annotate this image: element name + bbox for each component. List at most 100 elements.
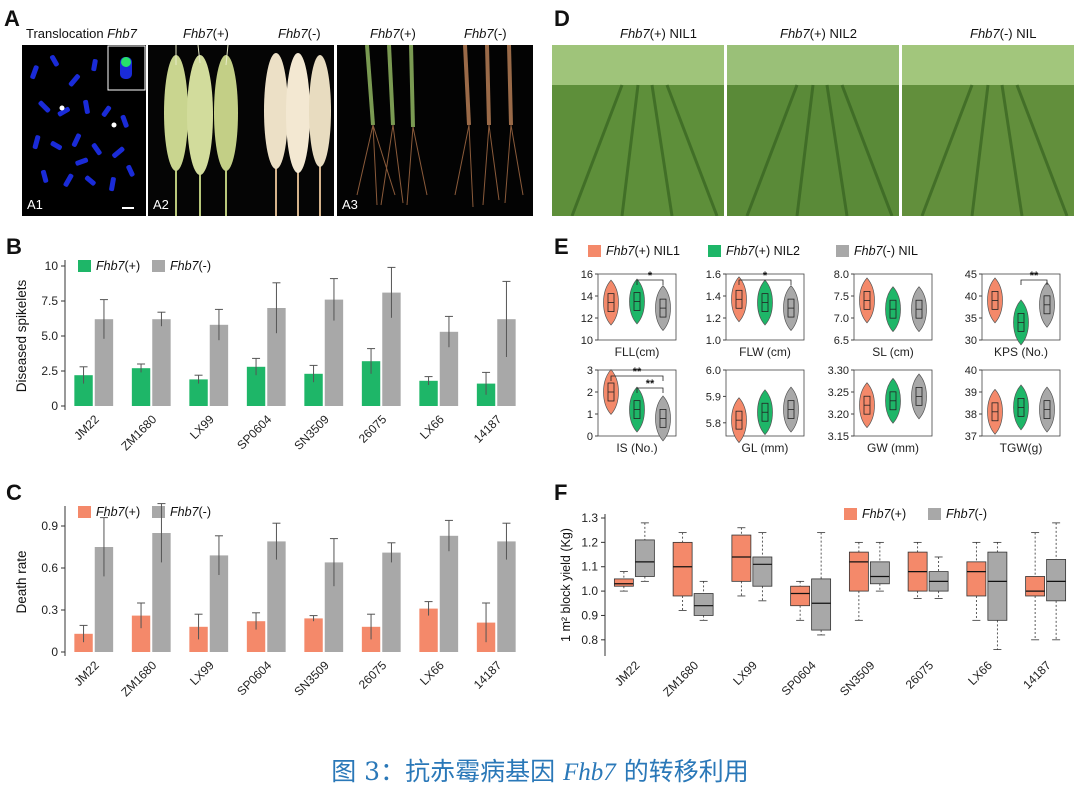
chart-e-violin-traits: E Fhb7(+) NIL1 Fhb7(+) NIL2 Fhb7(-) NIL1012… [554, 234, 1061, 455]
x-tick-label: 26075 [356, 412, 390, 446]
subplot-label: IS (No.) [616, 441, 657, 455]
x-tick-label: 26075 [356, 658, 390, 692]
y-tick-label: 6.5 [834, 335, 849, 347]
y-tick-label: 2 [587, 387, 593, 399]
y-tick-label: 1.0 [706, 335, 721, 347]
y-axis-title: 1 m² block yield (Kg) [559, 528, 573, 642]
y-tick-label: 5.0 [41, 329, 58, 343]
bar [382, 292, 401, 406]
x-tick-label: 14187 [471, 412, 505, 446]
x-tick-label: ZM1680 [118, 412, 159, 453]
bar [246, 621, 266, 652]
legend-label: Fhb7(-) [170, 505, 211, 519]
x-tick-label: 26075 [903, 658, 937, 692]
panel-a-title: Translocation Fhb7 [26, 26, 137, 41]
x-tick-label: 14187 [471, 658, 505, 692]
box [848, 551, 869, 592]
bar [94, 547, 114, 652]
significance-mark: * [763, 270, 768, 282]
legend-swatch [78, 506, 91, 518]
subplot-label: FLW (cm) [739, 345, 791, 359]
y-tick-label: 1.3 [581, 511, 598, 525]
box [987, 551, 1008, 621]
nil1-header: Fhb7(+) NIL1 [620, 26, 697, 41]
bar [209, 324, 229, 406]
legend-swatch [78, 260, 91, 272]
legend-swatch [928, 508, 941, 520]
y-tick-label: 5.8 [706, 418, 721, 430]
panel-letter-e: E [554, 234, 569, 259]
legend-swatch [152, 260, 165, 272]
photo-label-a2: A2 [153, 197, 169, 212]
y-axis-title: Diseased spikelets [14, 279, 29, 392]
x-tick-label: SN3509 [291, 658, 332, 699]
bar [189, 379, 208, 406]
y-tick-label: 0.3 [41, 603, 58, 617]
y-tick-label: 5.9 [706, 391, 721, 403]
legend-swatch [836, 245, 849, 257]
box [869, 561, 890, 585]
panel-letter-d: D [554, 6, 570, 31]
y-tick-label: 0.8 [581, 633, 598, 647]
y-tick-label: 0.6 [41, 561, 58, 575]
bar [246, 366, 266, 406]
y-tick-label: 7.0 [834, 313, 849, 325]
field-photo-nil2 [727, 45, 899, 216]
y-tick-label: 1.6 [706, 269, 721, 281]
x-tick-label: LX99 [730, 658, 760, 688]
y-tick-label: 0 [51, 399, 58, 413]
y-tick-label: 0 [587, 431, 593, 443]
chart-b-diseased-spikelets: B Fhb7(+) Fhb7(-) 0 2.5 5.0 7.5 10 Diseased spik… [6, 234, 516, 453]
bar [189, 626, 208, 652]
y-tick-label: 12 [581, 313, 593, 325]
bar [267, 308, 286, 406]
y-tick-label: 35 [965, 313, 977, 325]
box [672, 541, 693, 597]
box [790, 585, 811, 607]
y-tick-label: 1 [587, 409, 593, 421]
root-minus-header: Fhb7(-) [464, 26, 507, 41]
x-tick-label: ZM1680 [118, 658, 159, 699]
y-tick-label: 3.15 [828, 431, 849, 443]
bar [419, 608, 438, 652]
x-tick-label: 14187 [1020, 658, 1054, 692]
y-tick-label: 7.5 [834, 291, 849, 303]
y-tick-label: 38 [965, 409, 977, 421]
significance-mark: * [648, 270, 653, 282]
subplot-label: TGW(g) [1000, 441, 1043, 455]
field-drawing-nil2 [727, 45, 899, 216]
y-tick-label: 30 [965, 335, 977, 347]
legend-swatch [708, 245, 721, 257]
box [752, 556, 773, 587]
bar [419, 380, 438, 406]
x-tick-label: LX66 [417, 658, 447, 688]
x-tick-label: SN3509 [291, 412, 332, 453]
x-tick-label: LX66 [965, 658, 995, 688]
y-tick-label: 1.4 [706, 291, 721, 303]
bar [131, 615, 151, 652]
legend-label: Fhb7(+) NIL1 [606, 244, 680, 258]
wheat-roots-drawing [356, 45, 524, 208]
legend-swatch [152, 506, 165, 518]
bar [152, 533, 171, 652]
y-tick-label: 0.9 [41, 519, 58, 533]
root-plus-header: Fhb7(+) [370, 26, 416, 41]
subplot-label: KPS (No.) [994, 345, 1048, 359]
field-photo-nil1 [552, 45, 724, 216]
bar [267, 541, 286, 652]
legend-label: Fhb7(+) [96, 259, 140, 273]
box [634, 539, 655, 577]
y-tick-label: 10 [45, 259, 59, 273]
figure-caption: 图 3：抗赤霉病基因 Fhb7 的转移利用 [331, 757, 749, 786]
significance-bracket [738, 279, 792, 285]
y-tick-label: 1.0 [581, 584, 598, 598]
legend-swatch [844, 508, 857, 520]
x-tick-label: LX66 [417, 412, 447, 442]
box [731, 534, 752, 582]
y-tick-label: 3.20 [828, 409, 849, 421]
bar [209, 555, 229, 652]
y-tick-label: 40 [965, 365, 977, 377]
y-tick-label: 8.0 [834, 269, 849, 281]
subplot-label: FLL(cm) [615, 345, 660, 359]
field-drawing-nil1 [552, 45, 724, 216]
